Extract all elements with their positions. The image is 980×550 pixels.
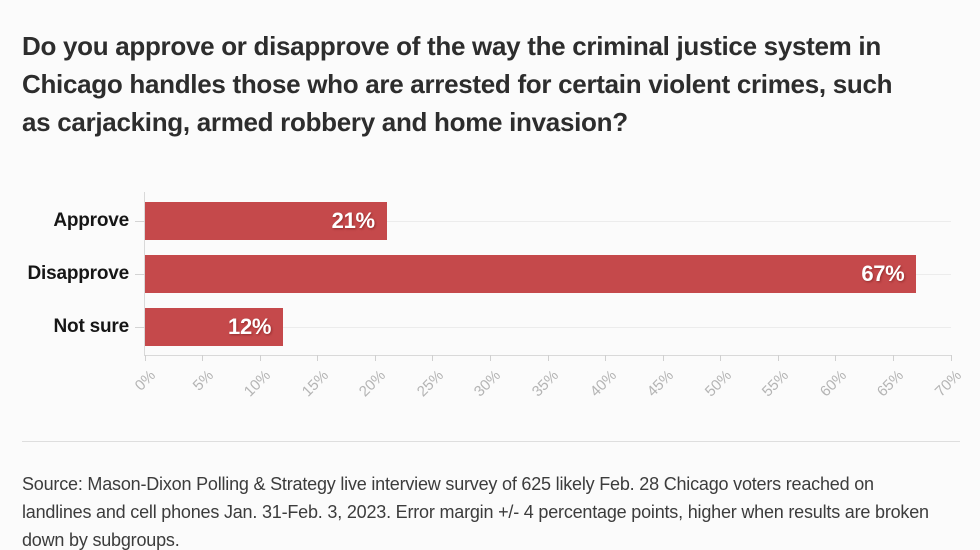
x-axis-tick	[432, 355, 434, 361]
x-axis-tick-label: 60%	[816, 367, 850, 401]
x-axis-tick	[720, 355, 722, 361]
x-axis-tick	[950, 355, 952, 361]
x-axis-tick-label: 55%	[759, 367, 793, 401]
category-label: Approve	[53, 210, 129, 231]
bar-row: Approve 21%	[53, 202, 951, 240]
plot-area: Approve 21% Disapprove 67% Not sure 12% 0% 5% 10…	[28, 192, 965, 400]
bar: 67%	[145, 255, 917, 293]
y-axis-tick	[135, 221, 145, 222]
bar-value-label: 67%	[861, 261, 905, 286]
bar-value-label: 12%	[228, 314, 272, 339]
x-axis-tick-label: 45%	[643, 367, 678, 401]
bar: 12%	[145, 308, 284, 346]
bar: 21%	[145, 202, 387, 240]
x-axis-tick-label: 40%	[586, 367, 620, 401]
x-axis-tick-label: 5%	[189, 367, 217, 395]
x-axis-tick-label: 70%	[931, 367, 966, 401]
x-axis-tick	[374, 355, 376, 361]
row-gridline	[145, 221, 951, 222]
x-axis-tick	[317, 355, 319, 361]
x-axis-tick	[777, 355, 779, 361]
x-axis-tick	[547, 355, 549, 361]
x-axis-tick	[835, 355, 837, 361]
category-label: Not sure	[53, 316, 130, 337]
x-axis-tick-label: 65%	[874, 367, 908, 401]
x-axis-tick-label: 50%	[701, 367, 735, 401]
x-axis-tick-label: 15%	[298, 367, 332, 401]
x-axis-tick	[144, 355, 146, 361]
y-axis-tick	[135, 274, 145, 275]
x-axis-tick-label: 0%	[131, 367, 160, 395]
bar-row: Not sure 12%	[54, 308, 951, 346]
x-axis-tick	[202, 355, 204, 361]
x-axis-tick	[259, 355, 261, 361]
source-note: Source: Mason-Dixon Polling & Strategy l…	[22, 474, 929, 550]
y-axis-tick	[135, 327, 145, 328]
x-axis-tick-label: 10%	[240, 367, 275, 401]
x-axis-tick-label: 25%	[413, 367, 447, 401]
bar-row: Disapprove 67%	[28, 255, 951, 293]
x-axis-tick	[605, 355, 607, 361]
x-axis-tick-label: 30%	[471, 367, 505, 401]
x-axis-tick-label: 35%	[528, 367, 563, 401]
x-axis-tick	[892, 355, 894, 361]
row-gridline	[145, 327, 951, 328]
chart-title: Do you approve or disapprove of the way …	[22, 31, 893, 138]
category-label: Disapprove	[27, 263, 130, 284]
x-axis-tick	[489, 355, 491, 361]
bar-value-label: 21%	[331, 208, 375, 233]
footer-divider	[22, 441, 960, 442]
x-axis-tick-label: 20%	[356, 367, 390, 401]
x-axis-tick	[662, 355, 664, 361]
